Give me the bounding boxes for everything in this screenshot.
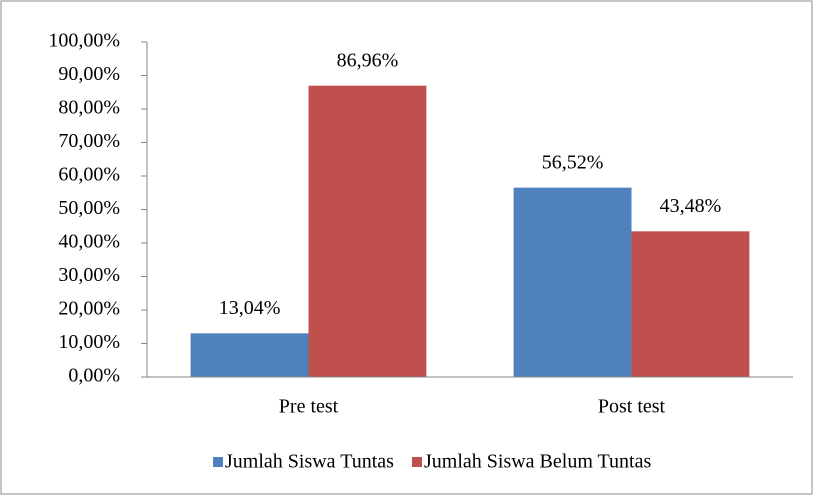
legend-swatch <box>213 457 223 467</box>
bar <box>513 187 632 377</box>
y-tick-label: 30,00% <box>58 264 120 286</box>
y-tick-label: 0,00% <box>68 365 120 387</box>
y-tick-label: 100,00% <box>48 30 120 52</box>
value-label: 43,48% <box>660 195 722 217</box>
x-tick-label: Pre test <box>279 396 339 418</box>
bar <box>190 333 309 377</box>
y-tick-label: 40,00% <box>58 231 120 253</box>
y-tick-label: 50,00% <box>58 197 120 219</box>
legend-label: Jumlah Siswa Tuntas <box>225 451 394 473</box>
value-label: 86,96% <box>337 49 399 71</box>
y-tick-label: 80,00% <box>58 97 120 119</box>
y-tick-label: 20,00% <box>58 298 120 320</box>
y-tick-label: 70,00% <box>58 130 120 152</box>
y-tick-label: 10,00% <box>58 331 120 353</box>
bar <box>308 85 427 378</box>
y-tick-label: 90,00% <box>58 63 120 85</box>
bar <box>631 231 750 377</box>
y-tick-label: 60,00% <box>58 164 120 186</box>
x-tick-label: Post test <box>598 396 666 418</box>
legend-swatch <box>412 457 422 467</box>
value-label: 56,52% <box>542 151 604 173</box>
value-label: 13,04% <box>219 297 281 319</box>
legend-label: Jumlah Siswa Belum Tuntas <box>424 451 651 473</box>
